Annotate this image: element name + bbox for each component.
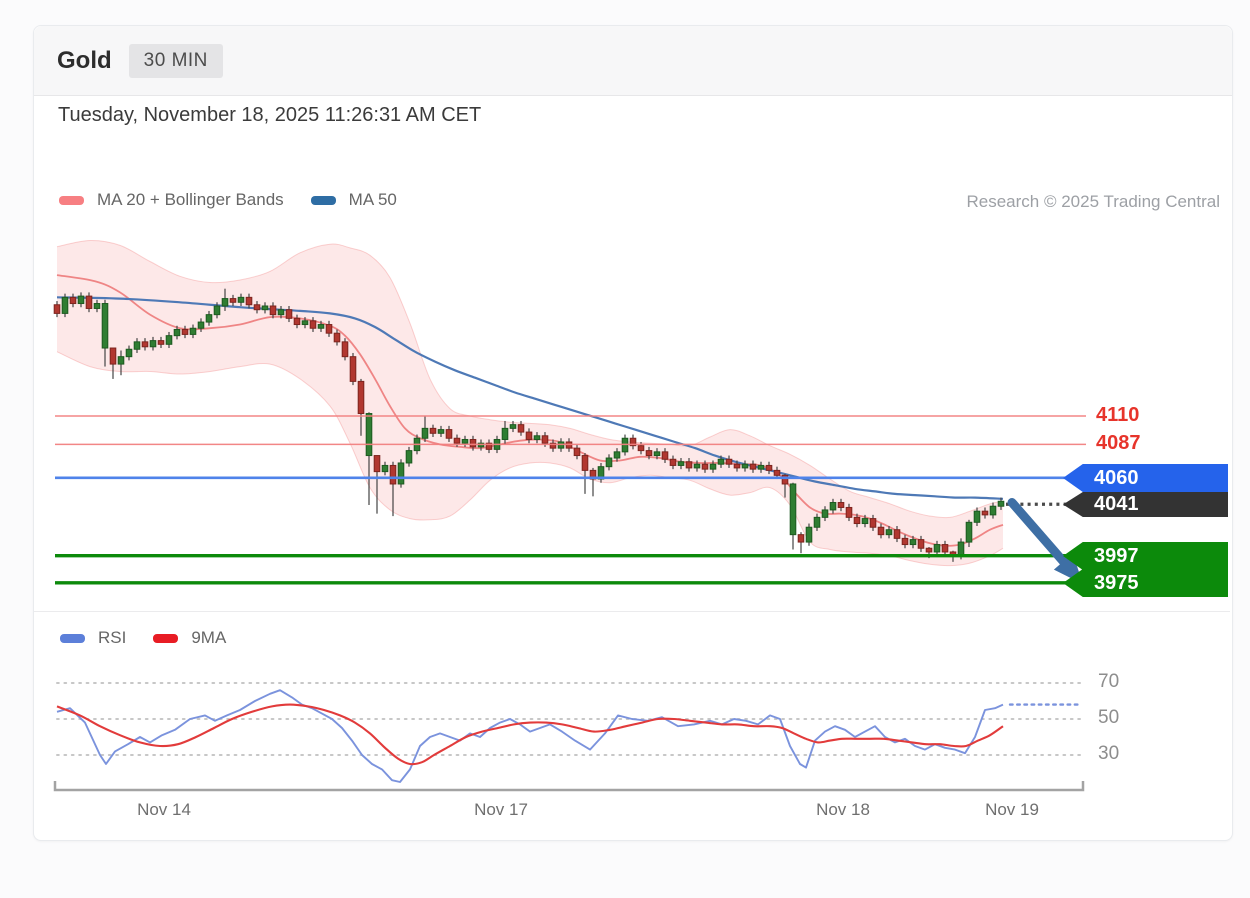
rsi-tick-70: 70 <box>1098 671 1120 692</box>
instrument-title: Gold <box>57 46 112 74</box>
ma50-label: MA 50 <box>348 190 397 209</box>
support-tag-3997: 3997 <box>1063 542 1228 570</box>
chart-card: Gold 30 MIN <box>33 25 1233 841</box>
ma50-swatch <box>310 195 336 205</box>
panel-divider <box>34 611 1230 612</box>
attribution-text: Research © 2025 Trading Central <box>966 192 1221 211</box>
pivot-tag-4060: 4060 <box>1063 464 1228 492</box>
last-price-tag-4041: 4041 <box>1063 492 1228 517</box>
interval-badge: 30 MIN <box>128 43 223 78</box>
resistance-label-4087: 4087 <box>1096 432 1141 454</box>
rsi-legend: RSI 9MA <box>60 628 253 648</box>
x-tick-nov14: Nov 14 <box>137 800 191 819</box>
ma20-bollinger-label: MA 20 + Bollinger Bands <box>97 190 284 209</box>
rsi-ma9-swatch <box>153 633 179 643</box>
x-tick-nov19: Nov 19 <box>985 800 1039 819</box>
support-tag-3975: 3975 <box>1063 569 1228 597</box>
rsi-swatch <box>60 633 85 643</box>
card-header: Gold 30 MIN <box>34 26 1232 96</box>
x-tick-nov17: Nov 17 <box>474 800 528 819</box>
ma20-bollinger-swatch <box>59 195 84 205</box>
rsi-label: RSI <box>98 628 127 647</box>
price-legend: MA 20 + Bollinger Bands MA 50 <box>59 190 424 210</box>
rsi-ma9-label: 9MA <box>191 628 227 647</box>
rsi-tick-30: 30 <box>1098 743 1120 764</box>
x-tick-nov18: Nov 18 <box>816 800 870 819</box>
chart-timestamp: Tuesday, November 18, 2025 11:26:31 AM C… <box>58 104 482 126</box>
resistance-label-4110: 4110 <box>1096 404 1140 426</box>
rsi-tick-50: 50 <box>1098 707 1120 728</box>
